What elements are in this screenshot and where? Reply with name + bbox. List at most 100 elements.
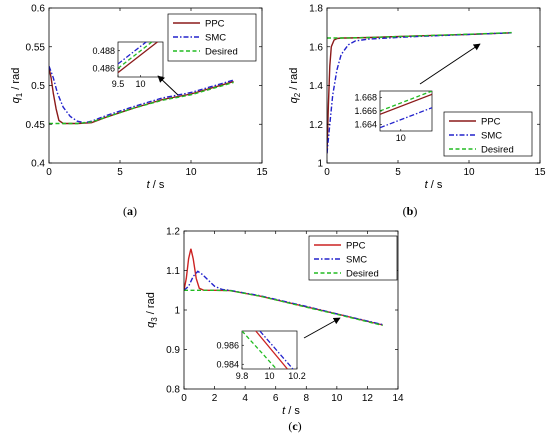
legend-entry: PPC [346, 241, 366, 252]
panel-caption: (a) [123, 204, 137, 218]
inset-line-desired [380, 91, 432, 112]
inset-line-ppc [118, 42, 159, 74]
x-axis-label-var: t [282, 405, 286, 417]
x-tick-label: 10 [185, 167, 197, 178]
legend-entry: SMC [481, 131, 502, 142]
x-tick-label: 4 [242, 393, 248, 404]
inset-y-tick-label: 0.488 [92, 46, 115, 56]
inset-x-tick-label: 9.8 [236, 371, 249, 381]
panel-caption: (c) [288, 419, 301, 433]
legend-entry: PPC [481, 117, 501, 128]
chart-panel-c: 0 2 4 6 8 10 12 14 0.8 0.9 1 1.1 1.2 t / s q3 / rad PPC… [145, 227, 404, 434]
y-tick-label: 0.6 [31, 4, 45, 15]
inset-y-tick-label: 1.668 [354, 93, 377, 103]
y-tick-label: 1.2 [309, 120, 323, 131]
inset-plot [380, 91, 432, 129]
x-tick-label: 0 [181, 393, 187, 404]
y-tick-label: 0.4 [31, 159, 45, 170]
x-tick-label: 2 [212, 393, 218, 404]
zoom-arrow [157, 75, 179, 96]
x-tick-label: 5 [395, 167, 401, 178]
inset-zoom: 9.8 10 10.2 0.984 0.986 [216, 330, 306, 381]
chart-panel-a: 0 5 10 15 0.4 0.45 0.5 0.55 0.6 t / s q1 / rad PPC S… [10, 4, 268, 219]
inset-line-ppc [380, 93, 432, 115]
x-axis-label: t / s [425, 179, 443, 191]
y-axis-label: q2 / rad [288, 68, 302, 104]
x-tick-label: 12 [362, 393, 374, 404]
y-axis-label: q1 / rad [10, 68, 24, 104]
chart-panel-b: 0 5 10 15 1 1.2 1.4 1.6 1.8 t / s q2 / rad PPC SMC De… [288, 4, 546, 219]
series-line-smc [184, 270, 383, 326]
inset-line-desired [242, 331, 277, 369]
inset-y-tick-label: 0.486 [92, 63, 115, 73]
y-axis-label-var: q [288, 96, 300, 103]
panel-caption-letter: c [292, 419, 298, 433]
y-axis-label-var: q [145, 321, 157, 328]
inset-zoom: 9.5 10 0.486 0.488 [92, 41, 164, 89]
panel-caption-letter: a [127, 204, 133, 218]
series-line-desired [327, 31, 512, 39]
plot-area [184, 248, 383, 327]
inset-line-smc [380, 107, 432, 129]
legend: PPC SMC Desired [167, 13, 257, 62]
legend-entry: PPC [205, 19, 225, 30]
y-tick-label: 1.2 [166, 227, 180, 238]
y-tick-label: 0.45 [26, 120, 46, 131]
y-tick-label: 0.9 [166, 345, 180, 356]
plot-area [49, 65, 234, 125]
inset-y-tick-label: 1.664 [354, 119, 377, 129]
y-axis-label-unit: / rad [145, 292, 157, 317]
legend-entry: Desired [481, 145, 514, 156]
plot-area [327, 31, 512, 154]
y-axis-label-sub: 1 [15, 92, 24, 97]
inset-line-smc [118, 42, 148, 65]
y-axis-label-sub: 3 [150, 317, 159, 322]
x-axis-label: t / s [147, 179, 165, 191]
x-axis-label-unit: / s [285, 405, 300, 417]
legend-entry: SMC [205, 33, 226, 44]
inset-x-tick-label: 10 [135, 79, 145, 89]
x-tick-label: 0 [324, 167, 330, 178]
panel-caption-letter: b [407, 204, 414, 218]
inset-x-tick-label: 10.2 [288, 371, 306, 381]
x-tick-label: 10 [463, 167, 475, 178]
x-tick-label: 15 [534, 167, 546, 178]
x-tick-label: 10 [331, 393, 343, 404]
y-axis-label-sub: 2 [293, 92, 302, 97]
inset-box [117, 41, 164, 78]
inset-y-tick-label: 1.666 [354, 106, 377, 116]
x-tick-label: 15 [256, 167, 268, 178]
x-axis-label-unit: / s [150, 179, 165, 191]
series-line-ppc [184, 248, 383, 326]
x-axis-label-var: t [425, 179, 429, 191]
x-tick-label: 14 [392, 393, 404, 404]
y-tick-label: 1.6 [309, 42, 323, 53]
inset-plot [118, 42, 159, 74]
inset-zoom: 10 1.664 1.666 1.668 [354, 90, 433, 143]
x-axis-label: t / s [282, 405, 300, 417]
legend-box [167, 13, 257, 62]
inset-line-smc [259, 331, 294, 369]
panel-caption: (b) [403, 204, 418, 218]
x-axis-label-var: t [147, 179, 151, 191]
y-axis-label-unit: / rad [288, 68, 300, 93]
inset-x-tick-label: 9.5 [112, 79, 125, 89]
x-tick-label: 8 [304, 393, 310, 404]
zoom-arrow [303, 317, 341, 339]
series-line-desired [184, 289, 383, 327]
inset-y-tick-label: 0.986 [216, 340, 239, 350]
y-tick-label: 0.5 [31, 81, 45, 92]
inset-x-tick-label: 10 [396, 133, 406, 143]
inset-line-desired [118, 42, 153, 69]
y-tick-label: 1 [174, 306, 180, 317]
x-tick-label: 5 [117, 167, 123, 178]
x-tick-label: 6 [273, 393, 279, 404]
y-axis-label-var: q [10, 96, 22, 103]
inset-y-tick-label: 0.984 [216, 359, 239, 369]
y-tick-label: 1 [317, 159, 323, 170]
y-tick-label: 1.1 [166, 266, 180, 277]
y-axis-label: q3 / rad [145, 292, 159, 328]
inset-plot [242, 331, 294, 369]
y-tick-label: 1.4 [309, 81, 323, 92]
